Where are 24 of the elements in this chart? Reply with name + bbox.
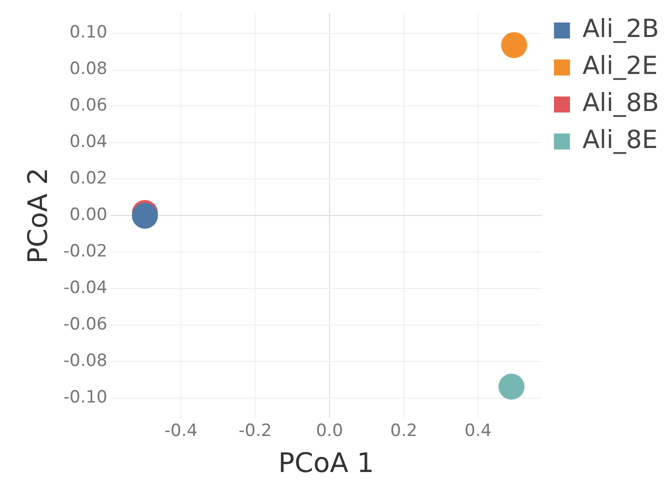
y-tick-label: 0.04: [70, 132, 108, 152]
legend-label: Ali_2E: [582, 51, 658, 80]
y-tick-label: 0.08: [70, 59, 108, 80]
y-tick-label: -0.04: [63, 278, 108, 298]
y-tick-label: -0.08: [63, 351, 108, 372]
x-tick-label: -0.4: [164, 420, 198, 441]
y-tick-label: 0.10: [70, 22, 108, 43]
x-tick-label: -0.2: [238, 420, 272, 441]
y-tick-label: 0.00: [70, 205, 108, 226]
legend-label: Ali_2B: [582, 14, 660, 43]
y-tick-label: -0.10: [63, 388, 108, 408]
y-axis-title: PCoA 2: [23, 168, 54, 264]
y-tick-label: 0.02: [70, 168, 108, 189]
legend-label: Ali_8E: [582, 125, 658, 154]
point: [501, 32, 528, 58]
x-tick-label: 0.4: [464, 420, 492, 441]
x-tick-label: 0.2: [390, 420, 418, 441]
legend-label: Ali_8B: [582, 88, 660, 117]
y-tick-label: -0.02: [63, 242, 108, 262]
x-tick-label: 0.0: [316, 420, 344, 441]
y-tick-label: -0.06: [63, 314, 108, 335]
y-tick-label: 0.06: [70, 96, 108, 116]
x-axis-title: PCoA 1: [278, 448, 374, 479]
point: [498, 374, 524, 400]
